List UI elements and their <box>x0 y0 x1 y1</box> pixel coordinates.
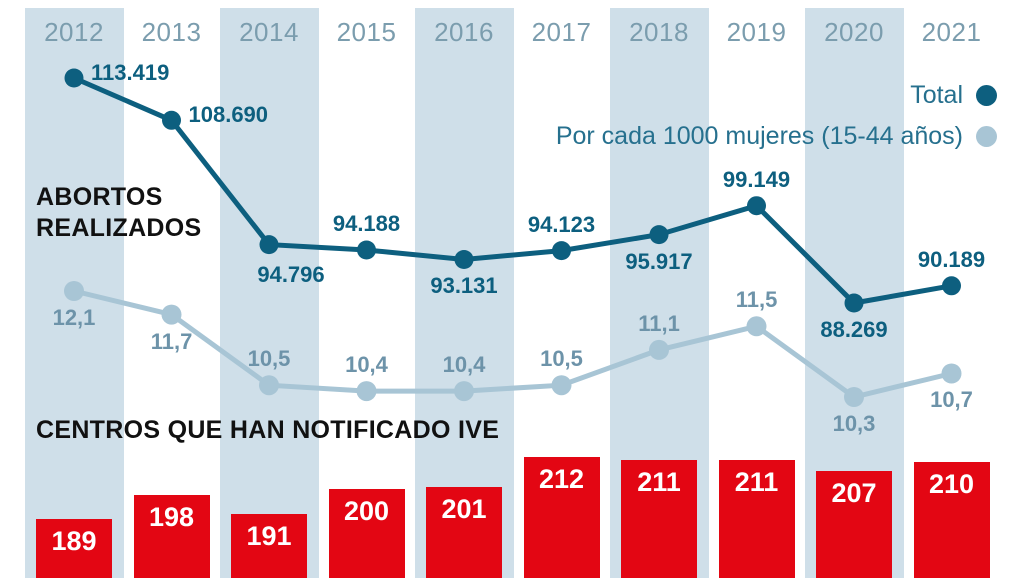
year-label-2013: 2013 <box>141 17 202 47</box>
total-value-label-2020: 88.269 <box>820 316 888 342</box>
bar-value-label-2020: 207 <box>831 477 877 508</box>
total-series-dot-icon <box>976 85 997 106</box>
bar-value-label-2018: 211 <box>637 466 681 497</box>
rate-point-2016 <box>454 381 474 402</box>
rate-value-label-2019: 11,5 <box>735 287 778 313</box>
total-value-label-2019: 99.149 <box>722 166 791 192</box>
year-label-2021: 2021 <box>921 17 982 47</box>
bar-value-label-2016: 201 <box>441 493 487 524</box>
year-column-band-2016 <box>414 8 514 578</box>
rate-series-dot-icon <box>976 126 997 147</box>
rate-value-label-2020: 10,3 <box>832 411 876 437</box>
total-value-label-2012: 113.419 <box>91 60 170 85</box>
total-point-2018 <box>649 225 669 245</box>
rate-point-2017 <box>551 375 572 396</box>
bar-value-label-2013: 198 <box>148 501 195 532</box>
legend-rate-label: Por cada 1000 mujeres (15-44 años) <box>555 122 963 150</box>
rate-value-label-2021: 10,7 <box>930 387 973 413</box>
year-label-2016: 2016 <box>434 17 494 47</box>
centers-bar-2021: 210 <box>913 462 990 578</box>
legend-row-rate: Por cada 1000 mujeres (15-44 años) <box>556 122 997 151</box>
rate-point-2021 <box>941 363 962 384</box>
rate-value-label-2018: 11,1 <box>638 310 680 336</box>
total-value-label-2018: 95.917 <box>625 248 693 274</box>
year-column-band-2014 <box>219 8 319 578</box>
year-label-2019: 2019 <box>726 17 787 47</box>
year-label-2018: 2018 <box>629 17 689 47</box>
rate-point-2013 <box>161 304 182 325</box>
year-label-2020: 2020 <box>824 17 884 47</box>
total-value-label-2017: 94.123 <box>527 211 596 237</box>
rate-point-2019 <box>746 316 767 337</box>
rate-line <box>73 288 953 400</box>
rate-value-label-2015: 10,4 <box>345 352 388 378</box>
year-label-2015: 2015 <box>336 17 397 47</box>
bar-value-label-2012: 189 <box>51 526 97 556</box>
total-line <box>73 75 952 306</box>
centers-bar-2012: 189 <box>36 519 112 578</box>
total-point-2013 <box>162 110 181 130</box>
total-point-2012 <box>64 68 84 88</box>
year-label-2014: 2014 <box>239 17 299 47</box>
rate-point-2020 <box>844 387 864 407</box>
centers-bar-2016: 201 <box>426 486 502 578</box>
total-value-label-2015: 94.188 <box>332 211 401 237</box>
total-point-2019 <box>747 196 766 216</box>
rate-value-label-2017: 10,5 <box>540 346 583 372</box>
total-value-label-2014: 94.796 <box>257 261 325 287</box>
rate-point-2014 <box>259 375 279 396</box>
bar-value-label-2021: 210 <box>928 469 975 500</box>
year-label-2012: 2012 <box>44 17 104 47</box>
rate-point-2012 <box>64 281 84 301</box>
total-value-label-2013: 108.690 <box>188 102 269 128</box>
centers-bar-2014: 191 <box>231 513 307 578</box>
line-section-title: ABORTOS REALIZADOS <box>36 183 202 242</box>
total-value-label-2016: 93.131 <box>430 273 498 299</box>
centers-bar-2019: 211 <box>718 459 795 578</box>
rate-value-label-2013: 11,7 <box>150 328 193 354</box>
centers-bar-2017: 212 <box>523 457 600 578</box>
legend-total-label: Total <box>910 81 963 109</box>
centers-bar-2015: 200 <box>328 489 405 578</box>
year-label-2017: 2017 <box>531 17 592 47</box>
bar-value-label-2019: 211 <box>734 466 779 497</box>
total-point-2020 <box>844 293 864 313</box>
centers-bar-2013: 198 <box>133 494 210 578</box>
rate-value-label-2012: 12,1 <box>52 305 96 330</box>
legend-row-total: Total <box>910 81 997 110</box>
total-point-2017 <box>552 241 571 261</box>
rate-value-label-2016: 10,4 <box>442 352 486 378</box>
bar-value-label-2015: 200 <box>343 496 390 527</box>
bar-value-label-2014: 191 <box>246 520 292 551</box>
total-point-2021 <box>942 276 961 296</box>
total-point-2014 <box>259 235 279 255</box>
bar-value-label-2017: 212 <box>538 464 585 494</box>
centers-bar-2018: 211 <box>621 459 697 578</box>
centers-bar-2020: 207 <box>816 470 892 578</box>
bar-section-title: CENTROS QUE HAN NOTIFICADO IVE <box>36 416 500 444</box>
rate-value-label-2014: 10,5 <box>247 346 291 372</box>
total-point-2016 <box>454 250 474 269</box>
total-point-2015 <box>357 240 376 260</box>
rate-point-2015 <box>356 381 377 402</box>
rate-point-2018 <box>649 339 669 360</box>
total-value-label-2021: 90.189 <box>917 246 986 272</box>
